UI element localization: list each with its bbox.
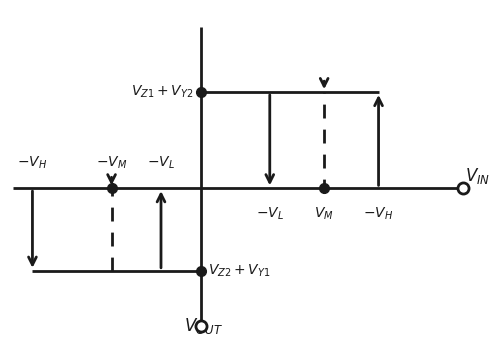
Text: $V_M$: $V_M$ bbox=[314, 206, 334, 222]
Text: $-V_H$: $-V_H$ bbox=[364, 206, 394, 222]
Text: $-V_M$: $-V_M$ bbox=[96, 155, 127, 171]
Text: $-V_H$: $-V_H$ bbox=[18, 155, 48, 171]
Text: $-V_L$: $-V_L$ bbox=[256, 206, 284, 222]
Text: $V_{Z1}+V_{Y2}$: $V_{Z1}+V_{Y2}$ bbox=[130, 84, 193, 100]
Text: $V_{IN}$: $V_{IN}$ bbox=[465, 166, 490, 186]
Text: $V_{OUT}$: $V_{OUT}$ bbox=[184, 316, 222, 336]
Text: $V_{Z2}+V_{Y1}$: $V_{Z2}+V_{Y1}$ bbox=[208, 262, 270, 279]
Text: $-V_L$: $-V_L$ bbox=[147, 155, 175, 171]
